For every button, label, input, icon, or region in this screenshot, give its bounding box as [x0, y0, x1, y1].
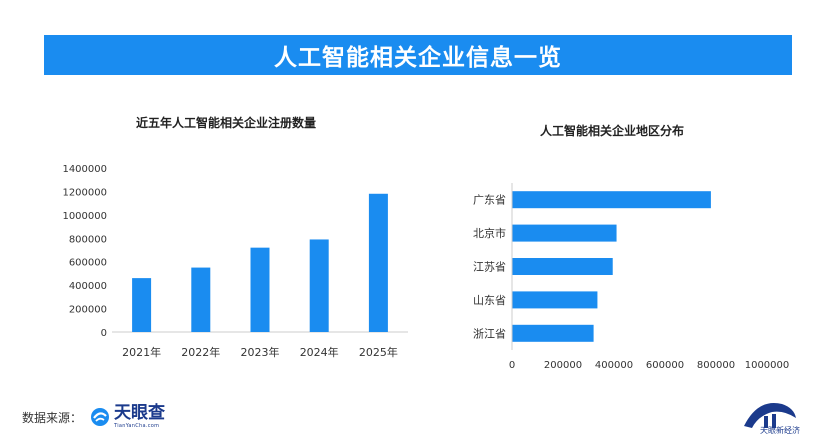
y-tick-label: 400000 — [69, 281, 107, 292]
bar — [309, 239, 329, 332]
y-tick-label: 北京市 — [473, 226, 506, 240]
y-tick-label: 山东省 — [473, 294, 506, 307]
page-title: 人工智能相关企业信息一览 — [274, 45, 562, 71]
bar — [250, 247, 270, 332]
x-tick-label: 800000 — [697, 360, 735, 371]
chart-title: 人工智能相关企业地区分布 — [540, 123, 684, 138]
bar — [132, 278, 152, 332]
brand-domain: TianYanCha.com — [114, 423, 160, 429]
y-tick-label: 1200000 — [62, 187, 107, 198]
bar — [512, 258, 613, 275]
y-tick-label: 200000 — [69, 305, 107, 316]
y-tick-label: 1400000 — [62, 164, 107, 175]
y-tick-label: 0 — [101, 328, 107, 339]
watermark-text: 天眼新经济 — [760, 426, 800, 435]
x-tick-label: 2024年 — [300, 345, 339, 359]
watermark-logo-icon — [744, 402, 796, 428]
x-tick-label: 2025年 — [359, 345, 398, 359]
bar — [512, 224, 617, 242]
bar — [191, 267, 211, 332]
bar — [512, 324, 594, 342]
tianyancha-logo: 天眼查 TianYanCha.com — [90, 405, 165, 429]
y-tick-label: 江苏省 — [473, 261, 506, 274]
bar — [368, 193, 388, 332]
y-tick-label: 600000 — [69, 258, 107, 269]
tianyancha-icon — [91, 408, 110, 426]
x-tick-label: 1000000 — [745, 360, 790, 371]
x-tick-label: 2023年 — [241, 345, 280, 359]
x-tick-label: 600000 — [646, 360, 684, 371]
bar — [512, 291, 598, 309]
chart-title: 近五年人工智能相关企业注册数量 — [136, 115, 316, 130]
y-tick-label: 广东省 — [473, 194, 506, 207]
x-tick-label: 2021年 — [122, 345, 161, 359]
registrations-bar-chart: 近五年人工智能相关企业注册数量 0 200000 400000 600000 800000… — [62, 115, 408, 359]
x-tick-label: 400000 — [595, 360, 633, 371]
data-source: 数据来源： 天眼查 TianYanCha.com — [22, 405, 165, 429]
x-tick-label: 2022年 — [181, 345, 220, 359]
x-tick-label: 200000 — [544, 360, 582, 371]
bar — [512, 191, 711, 209]
x-tick-label: 0 — [509, 360, 515, 371]
y-tick-label: 800000 — [69, 234, 107, 245]
source-label: 数据来源： — [22, 410, 83, 425]
title-banner: 人工智能相关企业信息一览 — [44, 35, 792, 75]
y-tick-label: 浙江省 — [473, 327, 506, 340]
brand-name: 天眼查 — [114, 403, 166, 423]
y-tick-label: 1000000 — [62, 211, 107, 222]
